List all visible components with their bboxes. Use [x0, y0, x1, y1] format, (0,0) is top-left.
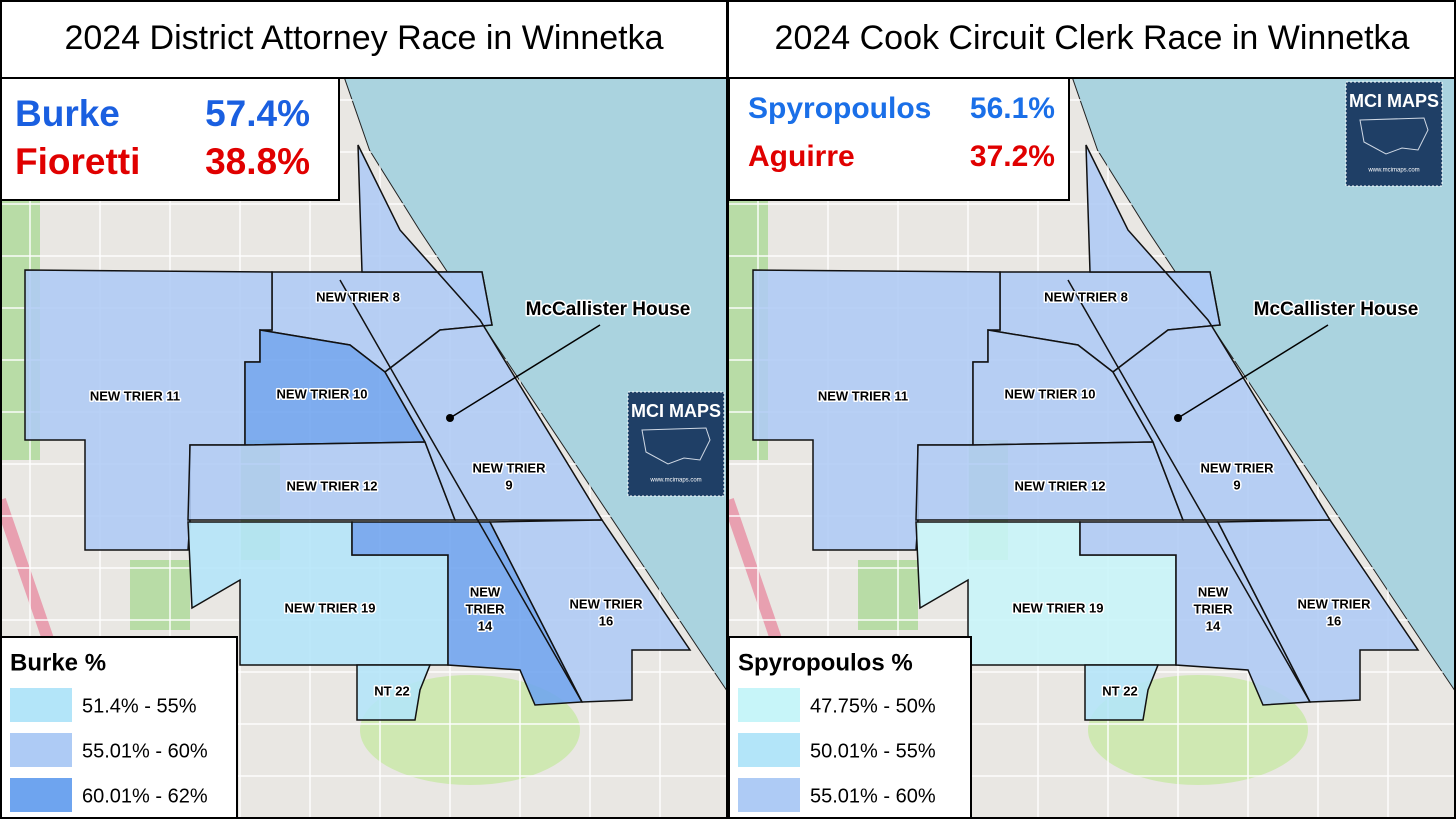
precinct-label: NEW: [1198, 584, 1229, 599]
title: 2024 District Attorney Race in Winnetka: [64, 19, 663, 57]
legend-label: 55.01% - 60%: [810, 785, 936, 807]
park: [858, 560, 918, 630]
divider: [726, 0, 729, 819]
map: NEW TRIER 8 NEW TRIER 11 NEW TRIER 10 NEW T…: [0, 78, 727, 819]
title-bar: [0, 0, 728, 79]
lake: [1073, 78, 1455, 690]
logo-url: www.mcimaps.com: [1367, 168, 1419, 174]
legend-title: Spyropoulos %: [738, 649, 913, 676]
precinct-label: NEW TRIER 10: [1004, 386, 1095, 401]
precinct: [1085, 144, 1332, 521]
results-box: [728, 77, 1070, 201]
annotation: McCallister House: [1254, 299, 1419, 320]
precinct-label: NEW TRIER 8: [316, 289, 400, 304]
precinct-label: NEW TRIER 12: [286, 478, 377, 493]
annotation-leader: [1177, 324, 1329, 419]
legend-label: 55.01% - 60%: [82, 740, 208, 762]
precinct-label: 9: [505, 477, 512, 492]
park: [130, 560, 190, 630]
title-bar: [727, 0, 1456, 79]
precinct-label: NEW TRIER: [570, 596, 644, 611]
logo-title: MCI MAPS: [631, 401, 721, 421]
precinct-label: 14: [478, 618, 493, 633]
candidate-name: Fioretti: [15, 141, 140, 182]
logo-map: [641, 427, 711, 465]
precinct: [915, 441, 1185, 521]
precinct-label: NEW TRIER 12: [1014, 478, 1105, 493]
precinct-label: 9: [1233, 477, 1240, 492]
legend-swatch: [10, 733, 72, 767]
precinct-label: 14: [1206, 618, 1221, 633]
results-box: [0, 77, 340, 201]
legend-swatch: [10, 688, 72, 722]
candidate-name: Aguirre: [748, 140, 855, 173]
legend-swatch: [738, 733, 800, 767]
precinct-label: NEW TRIER 10: [276, 386, 367, 401]
legend-label: 51.4% - 55%: [82, 695, 197, 717]
map-panel: NEW TRIER 8 NEW TRIER 11 NEW TRIER 10 NEW T…: [727, 0, 1456, 819]
precinct: [357, 144, 604, 521]
legend-title: Burke %: [10, 649, 106, 676]
precinct: [356, 664, 432, 721]
logo-url: www.mcimaps.com: [649, 478, 701, 484]
title: 2024 Cook Circuit Clerk Race in Winnetka: [775, 19, 1410, 57]
map-panel: NEW TRIER 8 NEW TRIER 11 NEW TRIER 10 NEW T…: [0, 0, 728, 819]
precinct-label: NEW TRIER 11: [90, 388, 180, 403]
logo-map: [1359, 117, 1429, 155]
legend-label: 47.75% - 50%: [810, 695, 936, 717]
precinct-label: NEW: [470, 584, 501, 599]
precinct-label: 16: [599, 613, 613, 628]
legend-swatch: [738, 688, 800, 722]
precinct-label: NEW TRIER 19: [1012, 600, 1103, 615]
candidate-share: 37.2%: [970, 140, 1055, 173]
legend-swatch: [738, 778, 800, 812]
map: NEW TRIER 8 NEW TRIER 11 NEW TRIER 10 NEW T…: [728, 78, 1455, 819]
candidate-share: 56.1%: [970, 92, 1055, 125]
precinct-label: NT 22: [1102, 683, 1137, 698]
annotation: McCallister House: [526, 299, 691, 320]
candidate-name: Spyropoulos: [748, 92, 931, 125]
annotation-leader: [449, 324, 601, 419]
precinct-label: TRIER: [466, 601, 506, 616]
precinct-label: NEW TRIER 11: [818, 388, 908, 403]
annotation-dot: [1174, 414, 1182, 422]
annotation-dot: [446, 414, 454, 422]
logo-title: MCI MAPS: [1349, 91, 1439, 111]
legend-label: 60.01% - 62%: [82, 785, 208, 807]
precinct-label: 16: [1327, 613, 1341, 628]
candidate-name: Burke: [15, 93, 120, 134]
precinct-label: NEW TRIER: [1201, 460, 1275, 475]
precinct: [1084, 664, 1160, 721]
precinct: [187, 441, 457, 521]
candidate-share: 57.4%: [205, 93, 310, 134]
precinct-label: NEW TRIER: [1298, 596, 1372, 611]
precinct-label: NEW TRIER: [473, 460, 547, 475]
precinct-label: NEW TRIER 8: [1044, 289, 1128, 304]
precinct-label: NT 22: [374, 683, 409, 698]
candidate-share: 38.8%: [205, 141, 310, 182]
precinct-label: NEW TRIER 19: [284, 600, 375, 615]
rail-line: [339, 279, 583, 703]
lake: [345, 78, 727, 690]
rail-line: [1067, 279, 1311, 703]
legend-label: 50.01% - 55%: [810, 740, 936, 762]
precinct-label: TRIER: [1194, 601, 1234, 616]
legend-swatch: [10, 778, 72, 812]
